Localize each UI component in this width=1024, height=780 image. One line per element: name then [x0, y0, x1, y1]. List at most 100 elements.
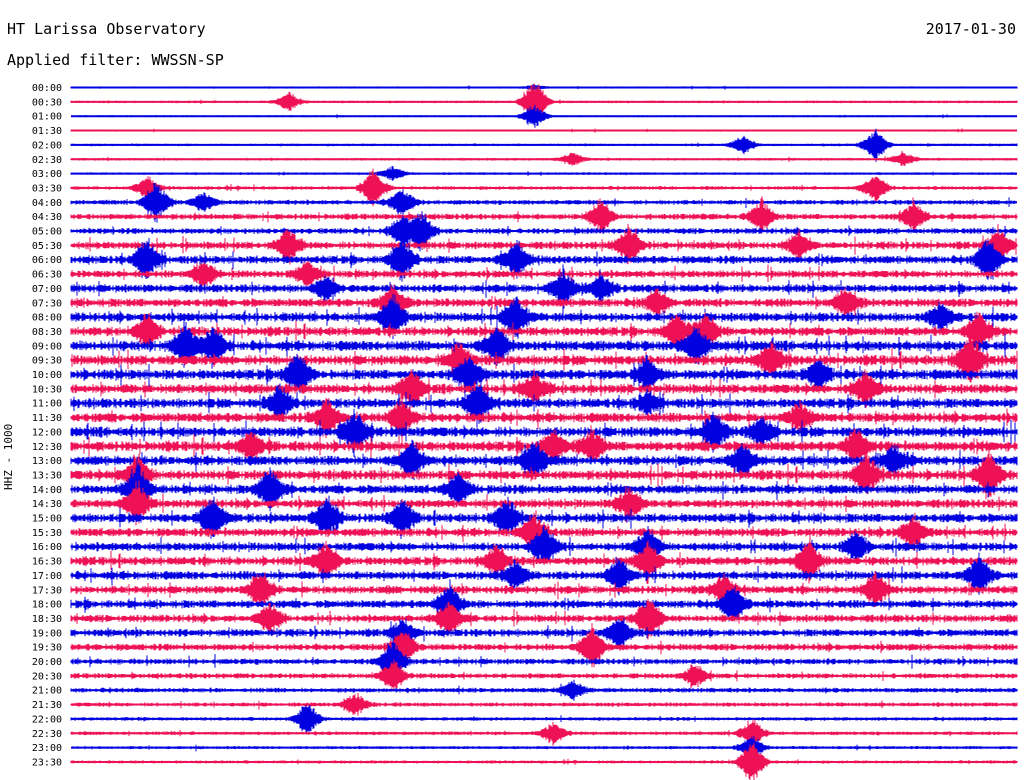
time-tick-label: 02:30	[32, 155, 62, 166]
date-label: 2017-01-30	[925, 20, 1016, 38]
time-tick-label: 01:30	[32, 126, 62, 137]
time-tick-label: 00:00	[32, 83, 62, 94]
seismic-trace	[70, 461, 1018, 519]
time-tick-label: 09:30	[32, 356, 62, 367]
time-tick-label: 02:00	[32, 140, 62, 151]
time-tick-label: 06:00	[32, 255, 62, 266]
time-tick-label: 23:30	[32, 757, 62, 768]
seismic-trace	[70, 719, 1018, 748]
time-tick-label: 00:30	[32, 97, 62, 108]
seismic-trace	[70, 223, 1018, 266]
time-tick-label: 13:30	[32, 470, 62, 481]
time-tick-label: 06:30	[32, 270, 62, 281]
seismic-trace	[70, 168, 1018, 207]
seismic-trace	[70, 294, 1018, 340]
time-tick-label: 19:30	[32, 643, 62, 654]
time-tick-label: 15:00	[32, 514, 62, 525]
seismic-trace	[70, 480, 1018, 526]
seismic-trace	[70, 382, 1018, 428]
seismic-trace	[70, 705, 1018, 735]
seismic-trace	[70, 166, 1017, 181]
time-tick-label: 16:30	[32, 557, 62, 568]
seismic-trace	[70, 743, 1018, 780]
seismic-trace	[70, 679, 1018, 701]
time-tick-label: 23:00	[32, 743, 62, 754]
time-tick-label: 07:30	[32, 298, 62, 309]
time-tick-label: 17:00	[32, 571, 62, 582]
seismic-trace	[70, 84, 1018, 91]
time-tick-label: 12:00	[32, 427, 62, 438]
seismic-trace	[70, 425, 1018, 465]
time-tick-label: 18:30	[32, 614, 62, 625]
time-tick-label: 17:30	[32, 585, 62, 596]
seismic-trace	[70, 211, 1018, 252]
time-tick-label: 13:00	[32, 456, 62, 467]
filter-line: Applied filter: WWSSN-SP	[7, 51, 224, 69]
time-tick-label: 04:30	[32, 212, 62, 223]
time-tick-label: 03:30	[32, 183, 62, 194]
time-tick-label: 14:30	[32, 499, 62, 510]
seismic-trace	[70, 439, 1018, 481]
seismic-trace	[70, 579, 1018, 626]
seismic-trace	[70, 284, 1018, 321]
seismic-trace	[70, 150, 1018, 166]
time-tick-label: 11:30	[32, 413, 62, 424]
seismic-trace	[70, 449, 1018, 500]
seismic-trace	[70, 510, 1018, 553]
seismic-trace	[70, 319, 1018, 369]
time-tick-label: 14:00	[32, 485, 62, 496]
seismic-trace	[70, 408, 1018, 457]
seismic-trace	[70, 535, 1018, 584]
seismic-trace	[70, 264, 1018, 315]
time-tick-label: 22:00	[32, 714, 62, 725]
seismic-trace	[70, 598, 1018, 640]
time-tick-label: 20:00	[32, 657, 62, 668]
time-tick-label: 10:30	[32, 384, 62, 395]
seismic-trace	[70, 353, 1018, 400]
seismic-trace	[70, 552, 1018, 596]
seismic-trace	[70, 128, 1015, 133]
seismic-trace	[70, 637, 1018, 684]
time-tick-label: 04:00	[32, 198, 62, 209]
time-tick-label: 21:30	[32, 700, 62, 711]
station-title: HT Larissa Observatory	[7, 20, 206, 38]
time-tick-label: 12:30	[32, 442, 62, 453]
time-tick-label: 18:00	[32, 600, 62, 611]
seismic-trace	[70, 525, 1018, 567]
seismic-trace	[70, 693, 1018, 716]
seismic-trace	[73, 104, 1014, 128]
seismic-trace	[70, 83, 1018, 122]
time-tick-label: 21:00	[32, 686, 62, 697]
seismic-trace	[70, 659, 1018, 690]
time-tick-label: 20:30	[32, 671, 62, 682]
seismic-trace	[70, 368, 1018, 409]
time-tick-label: 16:00	[32, 542, 62, 553]
seismic-trace	[72, 736, 1018, 759]
seismic-trace	[70, 311, 1018, 353]
filter-value: WWSSN-SP	[151, 51, 224, 69]
time-tick-label: 15:30	[32, 528, 62, 539]
time-tick-label: 05:00	[32, 227, 62, 238]
time-tick-label: 05:30	[32, 241, 62, 252]
time-tick-label: 11:00	[32, 399, 62, 410]
seismic-trace	[70, 571, 1018, 608]
seismic-trace	[70, 196, 1018, 234]
seismic-trace	[70, 617, 1018, 649]
seismic-trace	[70, 392, 1018, 445]
time-tick-labels: 00:00 00:30 01:00 01:30 02:00 02:30 03:00 03:30…	[32, 83, 62, 768]
time-tick-label: 08:30	[32, 327, 62, 338]
seismic-trace	[70, 260, 1018, 287]
time-tick-label: 07:00	[32, 284, 62, 295]
seismic-trace	[70, 334, 1018, 383]
seismic-trace	[70, 183, 1017, 223]
time-tick-label: 03:00	[32, 169, 62, 180]
filter-label: Applied filter:	[7, 51, 143, 69]
time-tick-label: 22:30	[32, 729, 62, 740]
time-tick-label: 01:00	[32, 112, 62, 123]
time-tick-label: 08:00	[32, 313, 62, 324]
seismic-trace	[70, 623, 1018, 668]
time-tick-label: 09:00	[32, 341, 62, 352]
seismic-trace	[70, 238, 1018, 282]
seismic-traces	[70, 83, 1018, 780]
